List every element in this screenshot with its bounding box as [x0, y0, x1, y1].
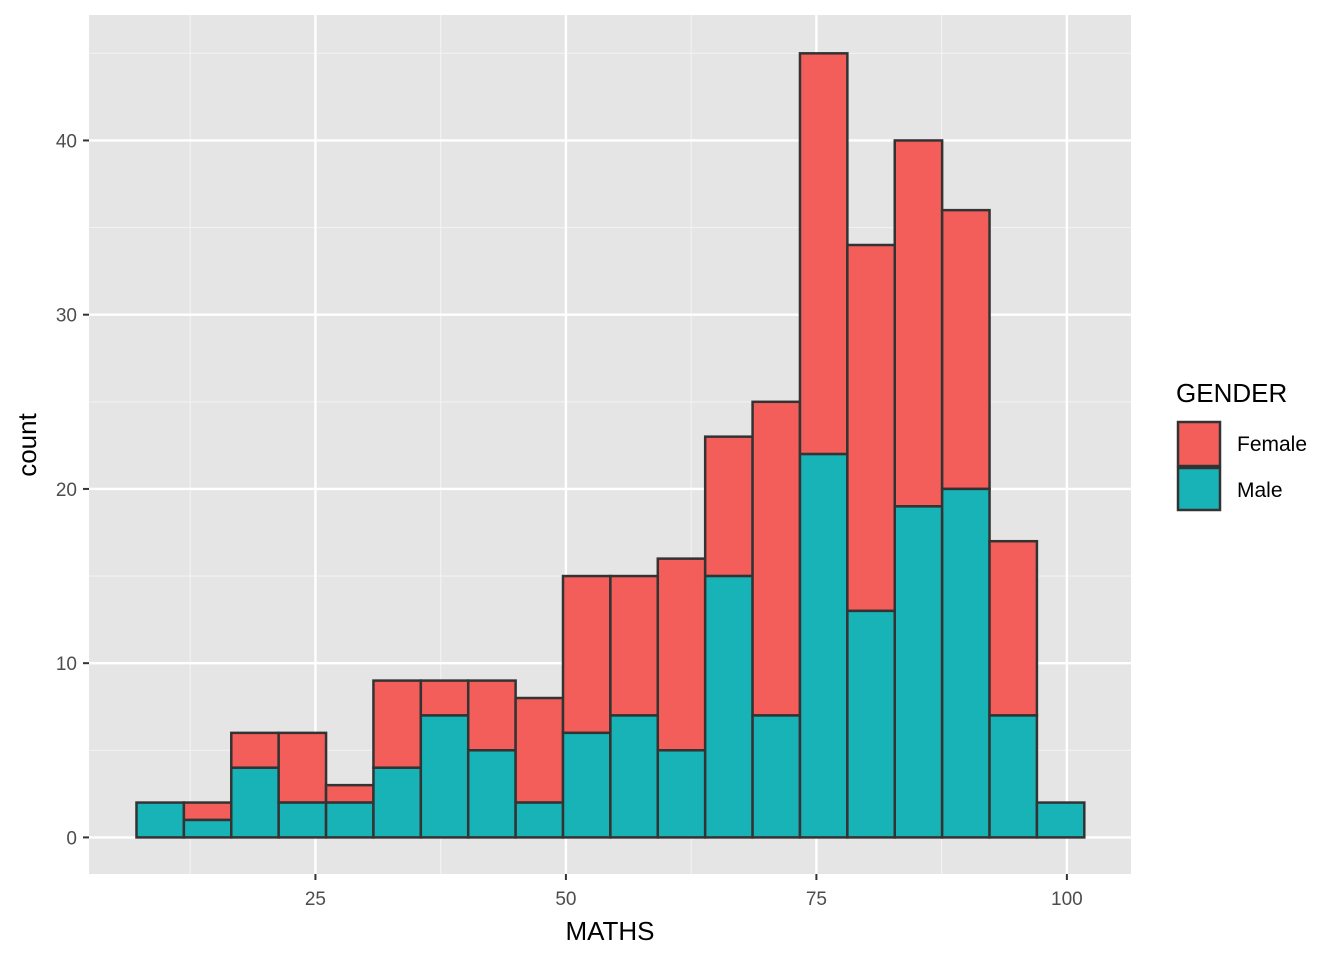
x-tick-label: 25 [305, 889, 326, 910]
y-tick-label: 40 [56, 131, 77, 152]
y-tick-label: 10 [56, 654, 77, 675]
bar-male [940, 487, 991, 839]
bar-female [561, 574, 612, 735]
bar-male [514, 801, 565, 839]
bar-female [893, 139, 944, 508]
bar-female [466, 679, 517, 752]
bar-female [277, 731, 328, 804]
bar-female [703, 435, 754, 578]
bar-male [466, 749, 517, 839]
bar-female [846, 243, 896, 613]
y-tick-label: 30 [56, 306, 77, 327]
bar-male [277, 801, 328, 839]
bar-male [656, 749, 707, 839]
bar-female [988, 539, 1039, 717]
bar-male [230, 766, 280, 839]
bar-female [514, 696, 565, 804]
bar-male [893, 505, 944, 839]
x-tick-label: 75 [806, 889, 827, 910]
legend-title: GENDER [1176, 378, 1287, 408]
x-axis-label: MATHS [565, 916, 654, 946]
bar-female [230, 731, 280, 769]
legend-label-male: Male [1237, 479, 1283, 502]
bar-male [1035, 801, 1086, 839]
x-tick-label: 50 [555, 889, 576, 910]
x-tick-label: 100 [1051, 889, 1083, 910]
legend: GENDER Female Male [1176, 378, 1307, 512]
bar-male [324, 801, 375, 839]
bar-female [419, 679, 470, 717]
bar-female [372, 679, 423, 769]
bar-male [561, 731, 612, 839]
bar-male [372, 766, 423, 839]
bar-female [798, 52, 849, 456]
bar-female [751, 400, 802, 717]
bar-female [324, 783, 375, 804]
bar-male [182, 818, 233, 839]
bar-male [135, 801, 186, 839]
legend-label-female: Female [1237, 433, 1307, 456]
bar-male [751, 714, 802, 839]
bar-male [798, 452, 849, 839]
bar-female [940, 208, 991, 491]
bar-female [609, 574, 660, 717]
bar-female [182, 801, 233, 822]
bar-male [703, 574, 754, 839]
y-tick-label: 0 [66, 828, 77, 849]
bar-male [419, 714, 470, 839]
axes: 25 50 75 100 0 10 20 30 40 [56, 131, 1083, 910]
bar-male [988, 714, 1039, 839]
bar-male [609, 714, 660, 839]
bar-female [656, 557, 707, 752]
y-tick-label: 20 [56, 480, 77, 501]
bar-male [846, 609, 896, 839]
bars [135, 52, 1086, 839]
legend-key-female [1176, 420, 1222, 468]
legend-key-male [1176, 466, 1222, 512]
y-axis-label: count [12, 412, 42, 476]
